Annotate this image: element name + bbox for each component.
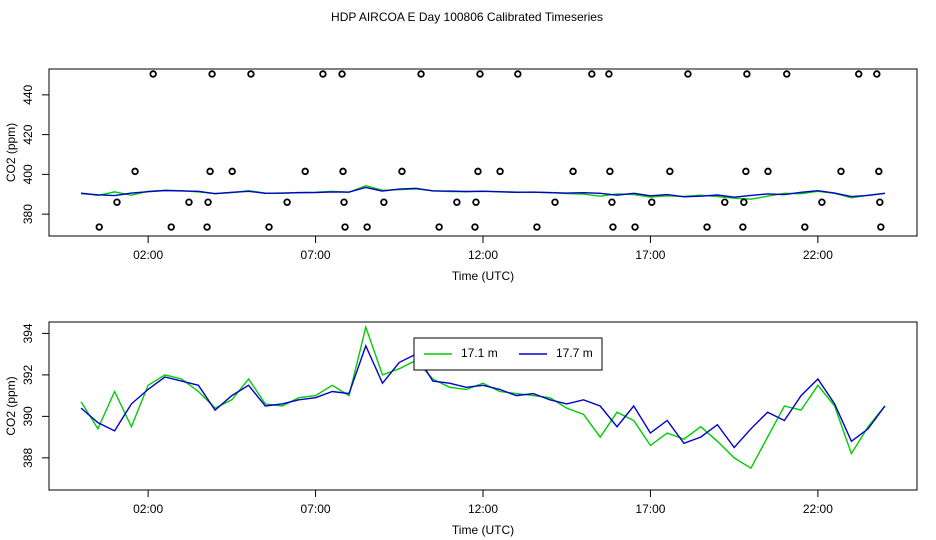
y-tick-label: 440 [21,85,35,105]
x-tick-label: 12:00 [468,248,498,262]
calibration-point [301,167,309,176]
calibration-point [380,198,388,206]
calibration-point [338,70,346,78]
series-line [81,186,885,198]
calibration-point [739,223,747,231]
calibration-point [740,198,748,206]
calibration-point [247,70,255,78]
calibration-point [340,198,348,206]
calibration-point [203,223,211,231]
legend-label: 17.7 m [556,346,593,360]
calibration-point [569,167,577,176]
calibration-point [801,223,809,231]
x-tick-label: 02:00 [133,248,163,262]
calibration-point [204,198,212,206]
calibration-point [131,167,139,176]
calibration-point [605,70,613,78]
calibration-point [818,198,826,206]
y-tick-label: 380 [21,204,35,224]
x-tick-label: 07:00 [301,248,331,262]
calibration-point [606,167,614,176]
x-tick-label: 17:00 [635,248,665,262]
legend-label: 17.1 m [461,346,498,360]
calibration-point [608,198,616,206]
calibration-point [533,223,541,231]
calibration-point [476,70,484,78]
legend: 17.1 m 17.7 m [413,337,603,371]
calibration-point [496,167,504,176]
series-line [80,324,886,470]
calibration-point [472,198,480,206]
calibration-point [319,70,327,78]
calibration-point [666,167,674,176]
calibration-point [167,223,175,231]
calibration-point [149,70,157,78]
calibration-point [514,70,522,78]
calibration-point [113,198,121,206]
calibration-point [185,198,193,206]
calibration-point [471,223,479,231]
calibration-point [873,70,881,78]
y-tick-label: 390 [21,406,35,426]
calibration-point [435,223,443,231]
x-tick-label: 22:00 [803,248,833,262]
x-tick-label: 12:00 [468,502,498,516]
y-tick-label: 392 [21,365,35,385]
calibration-point [228,167,236,176]
calibration-point [453,198,461,206]
calibration-point [648,198,656,206]
calibration-point [875,167,883,176]
calibration-point [855,70,863,78]
calibration-point [588,70,596,78]
calibration-point [417,70,425,78]
x-axis-label: Time (UTC) [452,269,514,283]
calibration-point [265,223,273,231]
y-tick-label: 394 [21,323,35,343]
calibration-point [95,223,103,231]
calibration-point [283,198,291,206]
calibration-point [721,198,729,206]
calibration-point [363,223,371,231]
calibration-point [684,70,692,78]
calibration-point [206,167,214,176]
calibration-point [341,223,349,231]
calibration-point [609,223,617,231]
calibration-point [764,167,772,176]
y-tick-label: 388 [21,448,35,468]
calibration-point [631,223,639,231]
y-tick-label: 420 [21,124,35,144]
calibration-point [208,70,216,78]
x-tick-label: 02:00 [133,502,163,516]
calibration-point [877,223,885,231]
x-tick-label: 17:00 [635,502,665,516]
calibration-point [339,167,347,176]
x-tick-label: 07:00 [301,502,331,516]
y-axis-label: CO2 (ppm) [4,376,18,435]
x-axis-label: Time (UTC) [452,523,514,537]
calibration-point [703,223,711,231]
series-line [80,344,886,449]
x-tick-label: 22:00 [803,502,833,516]
calibration-point [837,167,845,176]
calibration-point [783,70,791,78]
calibration-point [551,198,559,206]
calibration-point [474,167,482,176]
calibration-point [742,167,750,176]
calibration-point [398,167,406,176]
y-tick-label: 400 [21,164,35,184]
calibration-point [876,198,884,206]
y-axis-label: CO2 (ppm) [4,123,18,182]
figure-title: HDP AIRCOA E Day 100806 Calibrated Times… [331,10,603,24]
calibration-point [743,70,751,78]
